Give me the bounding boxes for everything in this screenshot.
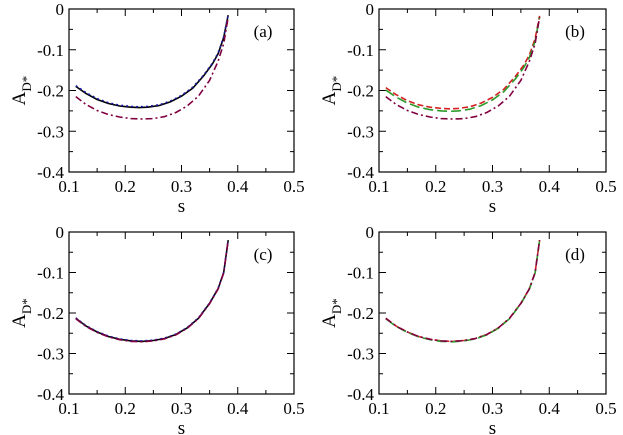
y-axis-title: AD*: [9, 76, 34, 106]
x-tick-label: 0.3: [171, 177, 192, 196]
x-tick-label: 0.1: [368, 399, 389, 418]
x-tick-label: 0.3: [171, 399, 192, 418]
y-tick-label: -0.2: [37, 82, 64, 101]
y-axis-title: AD*: [9, 298, 34, 328]
x-tick-label: 0.4: [539, 177, 561, 196]
y-tick-label: -0.4: [347, 163, 374, 182]
x-tick-label: 0.3: [482, 177, 503, 196]
x-axis-title: s: [489, 196, 496, 217]
y-axis-title: AD*: [319, 298, 344, 328]
y-tick-label: -0.3: [37, 345, 64, 364]
series-line-dashed-red: [385, 15, 541, 110]
x-tick-label: 0.5: [595, 177, 616, 196]
x-tick-label: 0.1: [58, 177, 79, 196]
y-axis-title-main: A: [9, 314, 30, 328]
x-tick-label: 0.5: [283, 399, 304, 418]
panel-label: (b): [565, 22, 585, 41]
panel-label: (d): [565, 245, 585, 264]
y-tick-label: -0.3: [347, 122, 374, 141]
series-line-solid: [75, 14, 229, 109]
y-axis-title-subscript: D*: [329, 76, 344, 92]
series-line-dash-dot: [385, 239, 541, 343]
y-tick-label: -0.1: [37, 264, 64, 283]
panel-d: 0.1 0.2 0.3 0.4 0.5 -0.4 -0.3 -0.2 -0.1 0 s AD* (d): [319, 223, 617, 435]
y-axis-title-subscript: D*: [329, 298, 344, 314]
y-tick-label: 0: [366, 223, 375, 242]
x-tick-label: 0.1: [58, 399, 79, 418]
panel-c: 0.1 0.2 0.3 0.4 0.5 -0.4 -0.3 -0.2 -0.1 0 s AD* (c): [9, 223, 305, 435]
y-tick-label: -0.2: [37, 304, 64, 323]
x-tick-label: 0.4: [227, 399, 249, 418]
panel-a: 0.1 0.2 0.3 0.4 0.5 -0.4 -0.3 -0.2 -0.1 0 s AD* (a): [9, 0, 305, 217]
x-tick-label: 0.2: [115, 177, 136, 196]
x-tick-label: 0.5: [283, 177, 304, 196]
panel-b: 0.1 0.2 0.3 0.4 0.5 -0.4 -0.3 -0.2 -0.1 0 s AD* (b): [319, 0, 617, 217]
y-axis-title-main: A: [9, 91, 30, 105]
y-axis-title-subscript: D*: [19, 76, 34, 92]
y-tick-label: 0: [56, 0, 65, 19]
y-tick-label: -0.2: [347, 82, 374, 101]
y-tick-label: -0.4: [347, 385, 374, 404]
y-axis-title-main: A: [319, 91, 340, 105]
y-tick-label: 0: [366, 0, 375, 19]
y-tick-label: -0.3: [37, 122, 64, 141]
y-tick-label: -0.1: [37, 41, 64, 60]
y-tick-label: -0.1: [347, 41, 374, 60]
y-tick-label: -0.4: [37, 385, 64, 404]
series-line-dash-dot: [385, 16, 541, 120]
y-tick-label: 0: [56, 223, 65, 242]
series-line-dash-dot: [75, 16, 229, 120]
series-line-solid: [75, 239, 229, 343]
x-tick-label: 0.1: [368, 177, 389, 196]
y-axis-title-subscript: D*: [19, 298, 34, 314]
x-axis-title: s: [489, 418, 496, 435]
series-line-dashed-red: [385, 239, 541, 343]
series-line-dashed-green: [385, 16, 541, 113]
y-axis-title: AD*: [319, 76, 344, 106]
y-tick-label: -0.4: [37, 163, 64, 182]
x-axis-title: s: [178, 418, 185, 435]
y-tick-label: -0.1: [347, 264, 374, 283]
y-axis-title-main: A: [319, 314, 340, 328]
y-tick-label: -0.3: [347, 345, 374, 364]
x-tick-label: 0.2: [115, 399, 136, 418]
series-line-dotted: [75, 239, 229, 342]
panel-label: (c): [254, 245, 273, 264]
x-tick-label: 0.3: [482, 399, 503, 418]
x-tick-label: 0.4: [539, 399, 561, 418]
x-tick-label: 0.5: [595, 399, 616, 418]
series-line-dotted: [75, 14, 229, 108]
y-tick-label: -0.2: [347, 304, 374, 323]
x-tick-label: 0.2: [425, 399, 446, 418]
x-tick-label: 0.4: [227, 177, 249, 196]
x-tick-label: 0.2: [425, 177, 446, 196]
series-line-dash-dot: [75, 240, 229, 343]
panel-label: (a): [254, 22, 273, 41]
series-line-dashed-green: [385, 240, 541, 343]
x-axis-title: s: [178, 196, 185, 217]
